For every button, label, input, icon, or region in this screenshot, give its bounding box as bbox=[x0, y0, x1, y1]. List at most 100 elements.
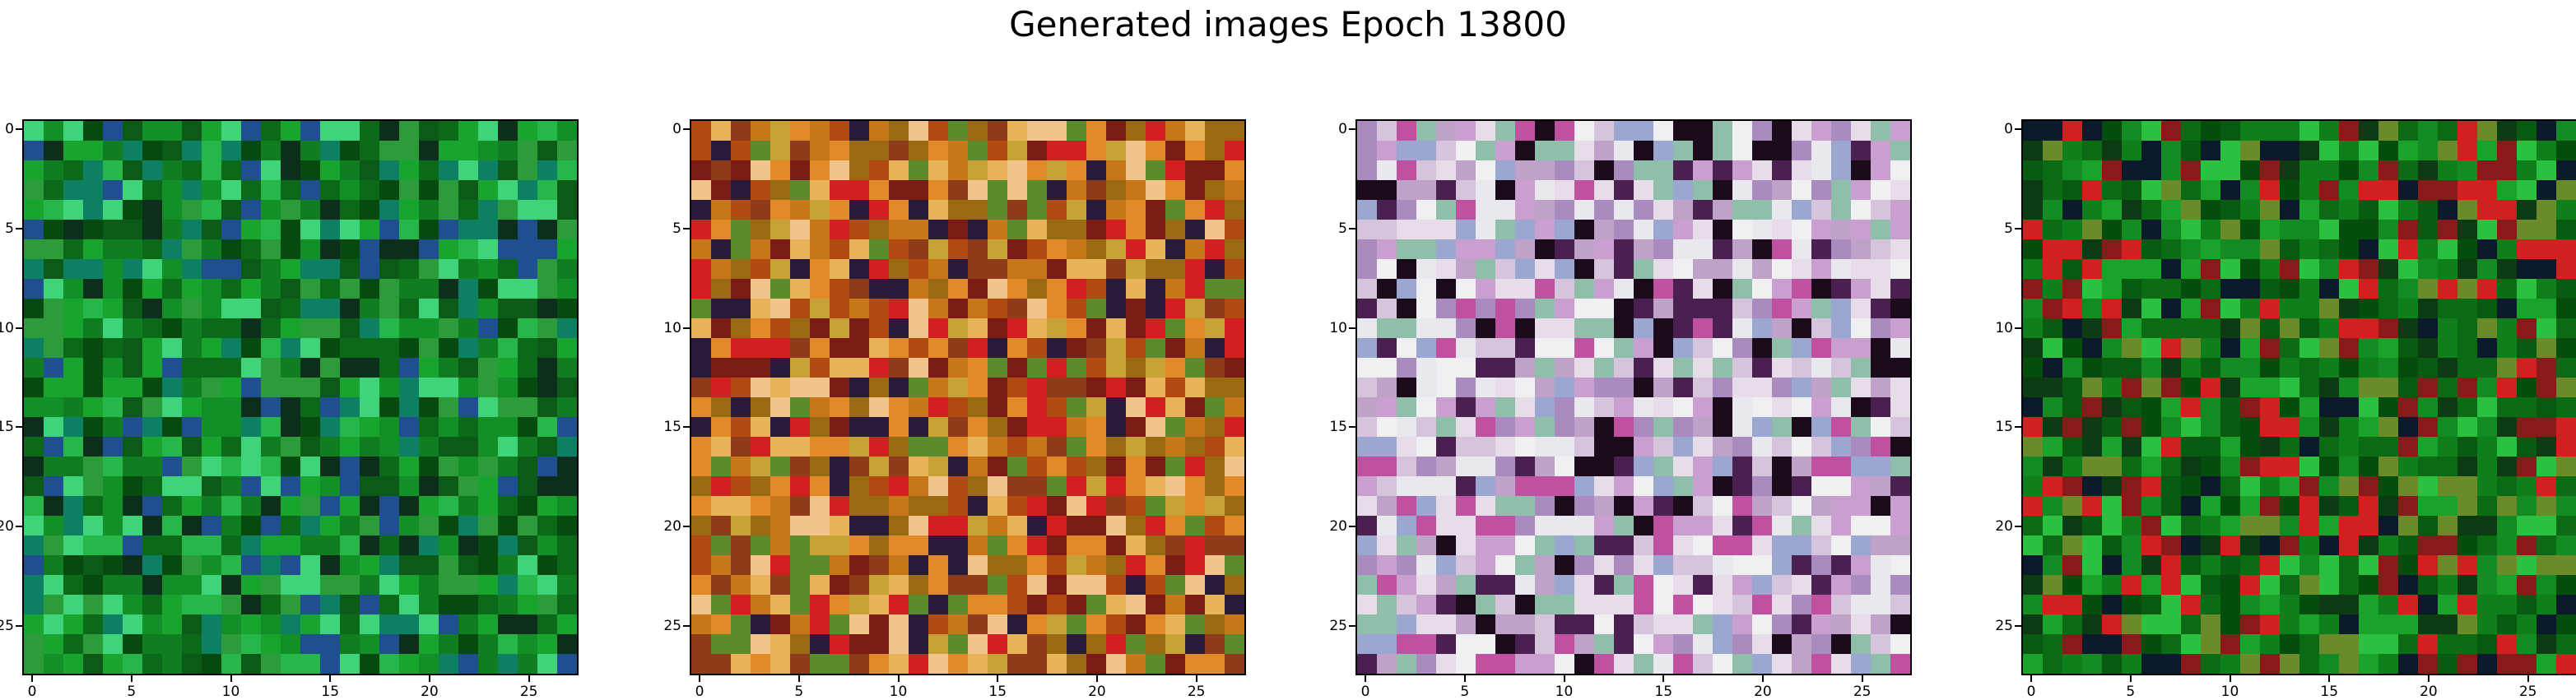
x-tick-label: 15 bbox=[988, 684, 1007, 700]
x-tick-mark bbox=[997, 675, 999, 682]
y-tick-mark bbox=[1349, 227, 1355, 229]
x-tick-label: 25 bbox=[519, 684, 538, 700]
x-tick-mark bbox=[699, 675, 701, 682]
figure-title: Generated images Epoch 13800 bbox=[1009, 4, 1567, 44]
y-tick-mark bbox=[2015, 327, 2021, 329]
x-tick-label: 25 bbox=[1187, 684, 1206, 700]
generated-image-4 bbox=[2021, 119, 2576, 675]
y-tick-label: 15 bbox=[1329, 419, 1347, 436]
y-tick-label: 5 bbox=[672, 220, 681, 237]
y-tick-label: 0 bbox=[2004, 121, 2013, 138]
x-tick-mark bbox=[1861, 675, 1863, 682]
y-tick-mark bbox=[683, 227, 690, 229]
x-tick-mark bbox=[2229, 675, 2231, 682]
x-tick-label: 0 bbox=[27, 684, 37, 700]
y-tick-label: 10 bbox=[1995, 319, 2013, 336]
y-tick-mark bbox=[1349, 525, 1355, 527]
x-tick-mark bbox=[1662, 675, 1665, 682]
x-tick-mark bbox=[31, 675, 34, 682]
y-tick-label: 0 bbox=[5, 121, 14, 138]
x-tick-label: 20 bbox=[421, 684, 439, 700]
y-tick-label: 10 bbox=[0, 319, 14, 336]
generated-image-2 bbox=[690, 119, 1246, 675]
y-tick-label: 25 bbox=[1995, 617, 2013, 634]
x-tick-label: 10 bbox=[889, 684, 908, 700]
x-tick-mark bbox=[230, 675, 232, 682]
x-tick-mark bbox=[2427, 675, 2430, 682]
y-tick-label: 15 bbox=[0, 419, 14, 436]
y-tick-mark bbox=[16, 128, 22, 131]
x-tick-label: 5 bbox=[1460, 684, 1470, 700]
x-tick-label: 5 bbox=[2126, 684, 2136, 700]
y-tick-label: 10 bbox=[663, 319, 681, 336]
y-tick-label: 5 bbox=[5, 220, 14, 237]
x-tick-label: 15 bbox=[2320, 684, 2339, 700]
x-tick-mark bbox=[1463, 675, 1466, 682]
x-tick-label: 10 bbox=[1555, 684, 1574, 700]
image-panel-1: 0 5 10 15 20 25 0 5 10 15 20 25 bbox=[0, 119, 579, 700]
x-tick-label: 15 bbox=[321, 684, 340, 700]
x-tick-label: 5 bbox=[794, 684, 804, 700]
x-tick-label: 5 bbox=[127, 684, 137, 700]
generated-image-1 bbox=[22, 119, 579, 675]
y-tick-label: 10 bbox=[1329, 319, 1347, 336]
y-tick-mark bbox=[2015, 525, 2021, 527]
x-tick-label: 25 bbox=[2518, 684, 2537, 700]
x-tick-label: 20 bbox=[1754, 684, 1772, 700]
generated-image-3 bbox=[1355, 119, 1912, 675]
y-tick-label: 0 bbox=[1338, 121, 1347, 138]
y-tick-mark bbox=[1349, 327, 1355, 329]
y-tick-label: 15 bbox=[1995, 419, 2013, 436]
y-tick-mark bbox=[16, 426, 22, 429]
x-tick-label: 20 bbox=[2420, 684, 2438, 700]
x-tick-label: 25 bbox=[1853, 684, 1872, 700]
y-tick-label: 20 bbox=[1329, 517, 1347, 535]
y-tick-label: 5 bbox=[1338, 220, 1347, 237]
x-tick-mark bbox=[329, 675, 332, 682]
x-tick-mark bbox=[2328, 675, 2331, 682]
y-tick-mark bbox=[16, 327, 22, 329]
image-panel-2: 0 5 10 15 20 25 0 5 10 15 20 25 bbox=[663, 119, 1246, 700]
image-panel-3: 0 5 10 15 20 25 0 5 10 15 20 25 bbox=[1329, 119, 1912, 700]
x-tick-label: 20 bbox=[1088, 684, 1106, 700]
x-tick-mark bbox=[1563, 675, 1565, 682]
y-tick-label: 25 bbox=[0, 617, 14, 634]
x-tick-label: 0 bbox=[1360, 684, 1370, 700]
y-tick-label: 5 bbox=[2004, 220, 2013, 237]
y-tick-mark bbox=[683, 426, 690, 429]
x-tick-mark bbox=[2129, 675, 2132, 682]
x-tick-mark bbox=[1365, 675, 1367, 682]
y-tick-mark bbox=[16, 624, 22, 627]
y-tick-label: 20 bbox=[1995, 517, 2013, 535]
x-tick-mark bbox=[797, 675, 800, 682]
x-tick-mark bbox=[2030, 675, 2033, 682]
y-tick-label: 25 bbox=[663, 617, 681, 634]
y-tick-mark bbox=[1349, 624, 1355, 627]
y-tick-label: 20 bbox=[0, 517, 14, 535]
y-tick-label: 20 bbox=[663, 517, 681, 535]
y-tick-mark bbox=[2015, 624, 2021, 627]
x-tick-label: 0 bbox=[2026, 684, 2036, 700]
y-tick-mark bbox=[2015, 426, 2021, 429]
x-tick-mark bbox=[428, 675, 430, 682]
y-tick-mark bbox=[1349, 128, 1355, 131]
image-panel-4: 0 5 10 15 20 25 0 5 10 15 20 25 bbox=[1995, 119, 2576, 700]
y-tick-mark bbox=[2015, 227, 2021, 229]
x-tick-mark bbox=[1095, 675, 1098, 682]
y-tick-mark bbox=[16, 227, 22, 229]
x-tick-mark bbox=[1195, 675, 1197, 682]
y-tick-mark bbox=[683, 525, 690, 527]
x-tick-mark bbox=[528, 675, 530, 682]
y-tick-mark bbox=[2015, 128, 2021, 131]
x-tick-label: 10 bbox=[221, 684, 240, 700]
y-tick-mark bbox=[683, 327, 690, 329]
x-tick-label: 10 bbox=[2220, 684, 2239, 700]
x-tick-label: 15 bbox=[1654, 684, 1673, 700]
x-tick-mark bbox=[1761, 675, 1764, 682]
y-tick-mark bbox=[1349, 426, 1355, 429]
y-tick-label: 0 bbox=[672, 121, 681, 138]
y-tick-mark bbox=[683, 624, 690, 627]
x-tick-mark bbox=[2527, 675, 2529, 682]
y-tick-label: 15 bbox=[663, 419, 681, 436]
y-tick-mark bbox=[16, 525, 22, 527]
